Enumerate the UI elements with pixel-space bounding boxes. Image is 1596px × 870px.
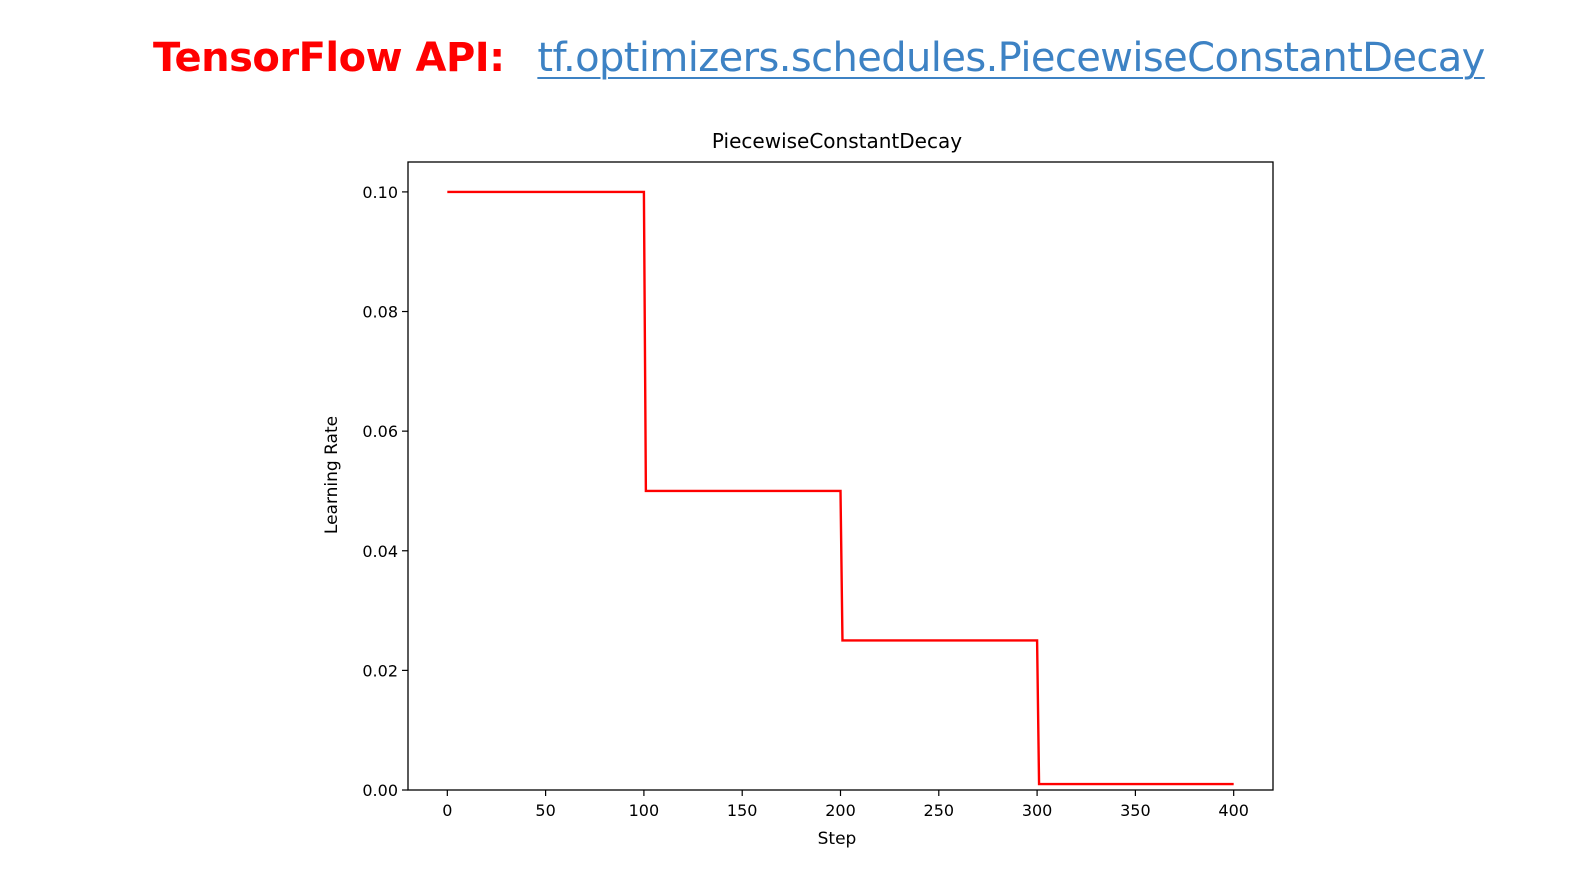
y-tick-label: 0.02 [362, 661, 398, 680]
plot-frame [407, 161, 1274, 791]
x-tick-label: 200 [825, 801, 856, 820]
api-label: TensorFlow API: [153, 35, 505, 81]
chart-title: PiecewiseConstantDecay [712, 129, 962, 153]
api-header: TensorFlow API: tf.optimizers.schedules.… [153, 30, 1485, 86]
y-axis-label: Learning Rate [322, 416, 342, 534]
plot-area [407, 161, 1274, 791]
x-tick-label: 0 [442, 801, 452, 820]
x-tick-label: 250 [924, 801, 955, 820]
series-layer [447, 190, 1234, 786]
x-tick-label: 300 [1022, 801, 1053, 820]
api-doc-link[interactable]: tf.optimizers.schedules.PiecewiseConstan… [537, 35, 1485, 81]
y-tick-label: 0.04 [362, 542, 398, 561]
y-axis: 0.00 0.02 0.04 0.06 0.08 0.10 [362, 183, 408, 800]
x-tick-label: 100 [629, 801, 660, 820]
y-tick-label: 0.10 [362, 183, 398, 202]
x-axis: 0 50 100 150 200 250 300 350 400 [442, 790, 1249, 820]
y-tick-label: 0.06 [362, 422, 398, 441]
y-tick-label: 0.08 [362, 303, 398, 322]
x-axis-label: Step [818, 829, 857, 849]
x-tick-label: 50 [535, 801, 555, 820]
y-tick-label: 0.00 [362, 781, 398, 800]
x-tick-label: 150 [727, 801, 758, 820]
x-tick-label: 350 [1120, 801, 1151, 820]
x-tick-label: 400 [1218, 801, 1249, 820]
series-line-0 [447, 190, 1234, 786]
